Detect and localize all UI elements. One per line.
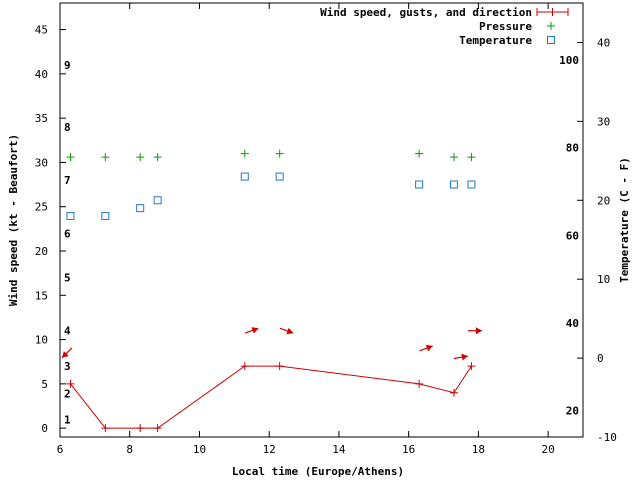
- temperature-point: [415, 180, 424, 189]
- y-tick-label: 0: [41, 422, 48, 435]
- temperature-point: [449, 180, 458, 189]
- wind-speed-point: [136, 424, 145, 433]
- x-tick-label: 10: [193, 443, 206, 456]
- series-2: [66, 172, 476, 221]
- series-1: [66, 149, 476, 162]
- wind-speed-point: [415, 379, 424, 388]
- fahrenheit-label: 80: [566, 142, 579, 155]
- fahrenheit-label: 60: [566, 229, 579, 242]
- pressure-point: [153, 153, 162, 162]
- wind-arrow-head: [475, 327, 482, 335]
- wind-speed-point: [153, 424, 162, 433]
- plot-frame-layer: [59, 2, 584, 438]
- y2-tick-label: -10: [597, 431, 617, 444]
- legend-sample-ends: [536, 8, 569, 16]
- wind-arrow-head: [425, 344, 433, 352]
- temperature-point: [66, 212, 75, 221]
- x-tick-label: 8: [126, 443, 133, 456]
- wind-speed-point: [275, 362, 284, 371]
- wind-arrow: [467, 327, 482, 335]
- beaufort-label: 2: [64, 388, 71, 401]
- wind-arrow: [279, 327, 294, 335]
- fahrenheit-label: 20: [566, 405, 579, 418]
- plot-frame: [59, 2, 584, 438]
- wind-speed-point: [467, 362, 476, 371]
- x-tick-label: 18: [472, 443, 485, 456]
- pressure-point: [449, 153, 458, 162]
- wind-arrow: [61, 347, 73, 359]
- fahrenheit-label: 40: [566, 317, 579, 330]
- x-tick-label: 12: [263, 443, 276, 456]
- pressure-point: [66, 153, 75, 162]
- pressure-point: [240, 149, 249, 158]
- beaufort-label: 3: [64, 360, 71, 373]
- wind-arrow-head: [62, 351, 69, 358]
- y-tick-label: 45: [35, 24, 48, 37]
- y-tick-label: 10: [35, 334, 48, 347]
- y-axis-label: Wind speed (kt - Beaufort): [7, 134, 20, 306]
- y-tick-label: 5: [41, 378, 48, 391]
- y-tick-label: 35: [35, 112, 48, 125]
- y2-tick-label: 40: [597, 36, 610, 49]
- wind-speed-line: [70, 365, 472, 429]
- legend-label-0: Wind speed, gusts, and direction: [320, 6, 532, 19]
- x-tick-label: 16: [402, 443, 415, 456]
- wind-arrow-head: [251, 327, 259, 334]
- y-tick-label: 25: [35, 201, 48, 214]
- series-layer: [66, 149, 476, 433]
- temperature-point: [101, 212, 110, 221]
- y-tick-label: 15: [35, 289, 48, 302]
- wind-speed-point: [66, 379, 75, 388]
- pressure-point: [275, 149, 284, 158]
- y2-tick-label: 20: [597, 194, 610, 207]
- wind-arrow: [244, 327, 259, 334]
- legend-label-2: Temperature: [459, 34, 532, 47]
- legend: Wind speed, gusts, and directionPressure…: [320, 6, 569, 47]
- wind-arrow-head: [461, 353, 468, 361]
- beaufort-label: 6: [64, 227, 71, 240]
- y2-axis-label: Temperature (C - F): [618, 157, 631, 283]
- wind-speed-point: [449, 388, 458, 397]
- ticks-layer: 6 8 10 12 14 16 18 20051015202530354045-1001020…: [35, 3, 617, 456]
- beaufort-label: 1: [64, 413, 71, 426]
- temperature-point: [467, 180, 476, 189]
- pressure-point: [467, 153, 476, 162]
- beaufort-label: 7: [64, 174, 71, 187]
- beaufort-label: 5: [64, 272, 71, 285]
- pressure-point: [415, 149, 424, 158]
- beaufort-label: 4: [64, 325, 71, 338]
- temperature-point: [136, 204, 145, 213]
- y-tick-label: 30: [35, 156, 48, 169]
- legend-label-1: Pressure: [479, 20, 532, 33]
- x-axis-label: Local time (Europe/Athens): [232, 465, 404, 478]
- y-tick-label: 20: [35, 245, 48, 258]
- x-tick-label: 20: [542, 443, 555, 456]
- wind-speed-point: [240, 362, 249, 371]
- y2-tick-label: 10: [597, 273, 610, 286]
- beaufort-label: 9: [64, 59, 71, 72]
- wind-arrow: [453, 353, 468, 361]
- pressure-point: [136, 153, 145, 162]
- legend-sample-plus: [547, 22, 555, 30]
- wind-arrow: [419, 344, 433, 352]
- temperature-point: [275, 172, 284, 181]
- y2-tick-label: 30: [597, 115, 610, 128]
- beaufort-label: 8: [64, 121, 71, 134]
- wind-speed-point: [101, 424, 110, 433]
- pressure-point: [101, 153, 110, 162]
- x-tick-label: 6: [57, 443, 64, 456]
- temperature-point: [153, 196, 162, 205]
- y2-tick-label: 0: [597, 352, 604, 365]
- y-tick-label: 40: [35, 68, 48, 81]
- legend-sample-square: [547, 36, 555, 44]
- series-0: [66, 362, 476, 433]
- x-tick-label: 14: [332, 443, 346, 456]
- fahrenheit-label: 100: [559, 54, 579, 67]
- wind-arrow-head: [286, 327, 294, 335]
- temperature-point: [240, 172, 249, 181]
- wind-arrows-layer: [61, 327, 482, 361]
